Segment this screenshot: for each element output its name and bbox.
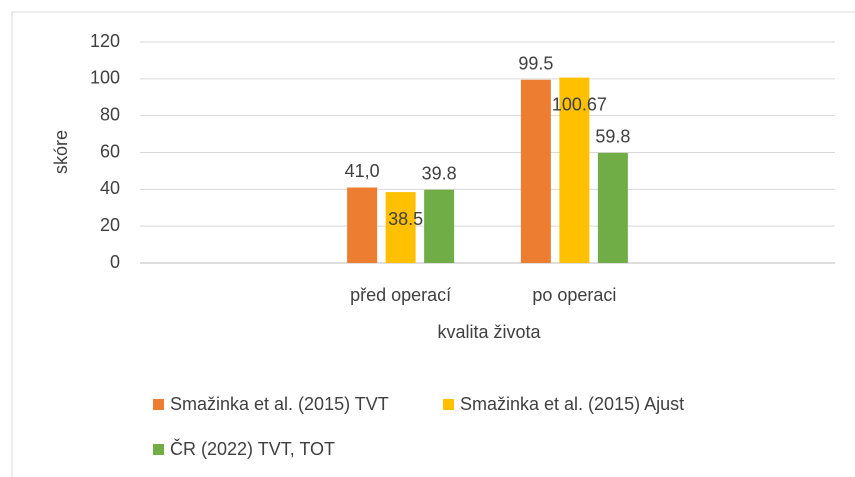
y-tick-label: 0 xyxy=(110,252,120,272)
y-tick-label: 60 xyxy=(100,141,120,161)
x-tick-label: před operací xyxy=(350,285,451,305)
bar xyxy=(385,192,416,263)
x-axis-title: kvalita života xyxy=(437,322,541,342)
bar xyxy=(424,189,455,263)
legend-swatch xyxy=(443,399,454,410)
y-tick-label: 40 xyxy=(100,178,120,198)
data-label: 100.67 xyxy=(552,94,607,114)
legend-swatch xyxy=(153,399,164,410)
y-tick-label: 120 xyxy=(90,31,120,51)
legend-label: Smažinka et al. (2015) TVT xyxy=(170,394,389,414)
bar xyxy=(347,187,378,263)
legend-label: ČR (2022) TVT, TOT xyxy=(170,438,335,459)
y-axis-title: skóre xyxy=(51,130,71,174)
data-label: 41,0 xyxy=(345,161,380,181)
legend-swatch xyxy=(153,444,164,455)
data-label: 38.5 xyxy=(388,209,423,229)
y-tick-label: 80 xyxy=(100,104,120,124)
data-label: 39.8 xyxy=(422,163,457,183)
data-label: 99.5 xyxy=(518,54,553,74)
bar xyxy=(559,77,590,263)
bar xyxy=(597,152,628,263)
y-tick-label: 20 xyxy=(100,215,120,235)
x-tick-label: po operaci xyxy=(532,285,616,305)
data-label: 59.8 xyxy=(595,127,630,147)
y-tick-label: 100 xyxy=(90,68,120,88)
bar xyxy=(520,79,551,263)
legend-label: Smažinka et al. (2015) Ajust xyxy=(460,394,684,414)
